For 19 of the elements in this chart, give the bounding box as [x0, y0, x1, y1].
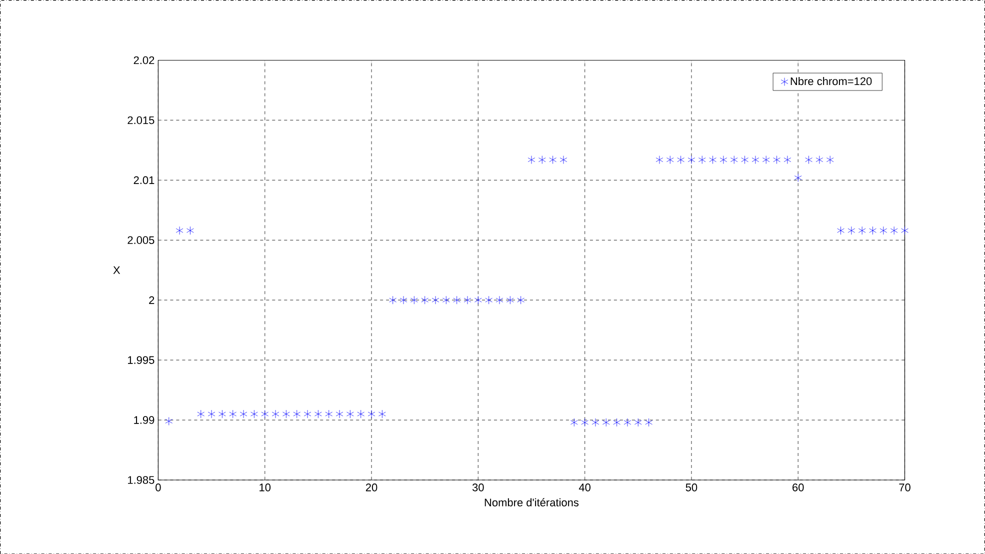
x-tick-label: 10 [260, 483, 271, 492]
x-tick-label: 0 [156, 483, 161, 492]
y-tick-label: 2.01 [134, 176, 154, 184]
y-tick-label: 1.995 [128, 356, 154, 364]
y-tick-label: 1.985 [128, 476, 154, 484]
x-tick-label: 50 [686, 483, 698, 492]
x-tick-label: 40 [578, 483, 590, 492]
x-tick-label: 70 [899, 483, 910, 492]
x-tick-label: 30 [472, 483, 484, 492]
y-axis-title: X [113, 266, 120, 274]
x-axis-title: Nombre d'itérations [484, 498, 579, 506]
y-tick-label: 2.005 [128, 236, 154, 244]
x-tick-label: 20 [366, 483, 378, 492]
y-tick-label: 1.99 [134, 416, 154, 424]
y-tick-label: 2.02 [134, 56, 154, 64]
y-tick-label: 2.015 [128, 116, 154, 124]
y-tick-label: 2 [149, 296, 154, 304]
x-tick-label: 60 [792, 483, 804, 492]
legend-label: Nbre chrom=120 [790, 76, 872, 85]
